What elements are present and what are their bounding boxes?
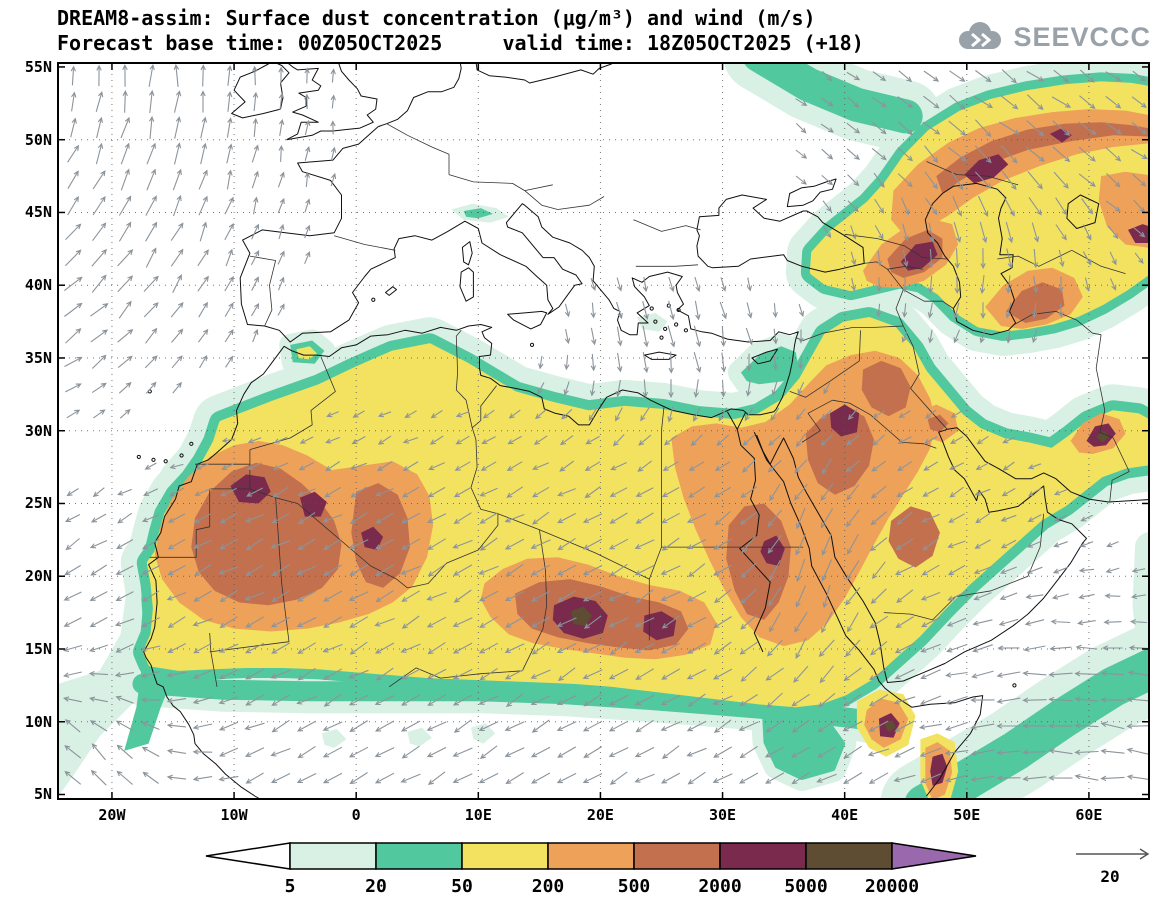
legend-tick-label: 20: [365, 876, 387, 897]
logo-text: SEEVCCC: [1013, 21, 1151, 52]
lon-tick-label: 0: [351, 806, 361, 824]
wind-reference: 20: [1062, 838, 1162, 902]
wind-reference-arrow: 20: [1076, 848, 1150, 886]
coastlines-and-borders: [136, 60, 1158, 802]
wind-vectors: [62, 63, 1151, 786]
lat-tick-label: 55N: [24, 57, 52, 76]
legend-tick-label: 5: [285, 876, 296, 897]
lon-tick-label: 10W: [220, 806, 248, 824]
gridlines: [57, 62, 1150, 800]
legend-tick-label: 200: [532, 876, 565, 897]
lat-tick-label: 35N: [24, 348, 52, 367]
lat-tick-label: 45N: [24, 203, 52, 222]
legend-tick-label: 20000: [865, 876, 919, 897]
colorbar-svg: 5 20 50 200 500 2000 5000 20000: [205, 842, 977, 897]
lat-tick-label: 50N: [24, 130, 52, 149]
legend-tick-label: 5000: [784, 876, 827, 897]
lon-tick-label: 20W: [98, 806, 126, 824]
lon-tick-label: 10E: [464, 806, 492, 824]
lat-tick-label: 30N: [24, 421, 52, 440]
lon-tick-label: 30E: [709, 806, 737, 824]
lat-tick-label: 40N: [24, 276, 52, 295]
lon-tick-label: 50E: [953, 806, 981, 824]
lat-tick-label: 5N: [33, 785, 52, 804]
lon-tick-label: 60E: [1075, 806, 1103, 824]
lon-tick-label: 20E: [586, 806, 614, 824]
legend-tick-label: 2000: [698, 876, 741, 897]
lat-tick-label: 10N: [24, 712, 52, 731]
map-canvas: [53, 19, 1165, 849]
dust-wind-map: [53, 19, 1165, 849]
lat-tick-label: 20N: [24, 567, 52, 586]
chart-subtitle: Forecast base time: 00Z05OCT2025 valid t…: [57, 31, 864, 55]
chart-title: DREAM8-assim: Surface dust concentration…: [57, 6, 816, 30]
legend-tick-label: 50: [451, 876, 473, 897]
dust-concentration-layers: [53, 19, 1165, 849]
colorbar: 5 20 50 200 500 2000 5000 20000: [198, 840, 988, 902]
seevccc-logo: SEEVCCC: [954, 20, 1151, 54]
lon-tick-label: 40E: [831, 806, 859, 824]
cloud-icon: [959, 22, 1002, 49]
legend-tick-label: 500: [618, 876, 651, 897]
map-frame-and-ticks: [57, 62, 1150, 800]
lat-tick-label: 15N: [24, 639, 52, 658]
wind-reference-label: 20: [1100, 867, 1119, 886]
lat-tick-label: 25N: [24, 494, 52, 513]
